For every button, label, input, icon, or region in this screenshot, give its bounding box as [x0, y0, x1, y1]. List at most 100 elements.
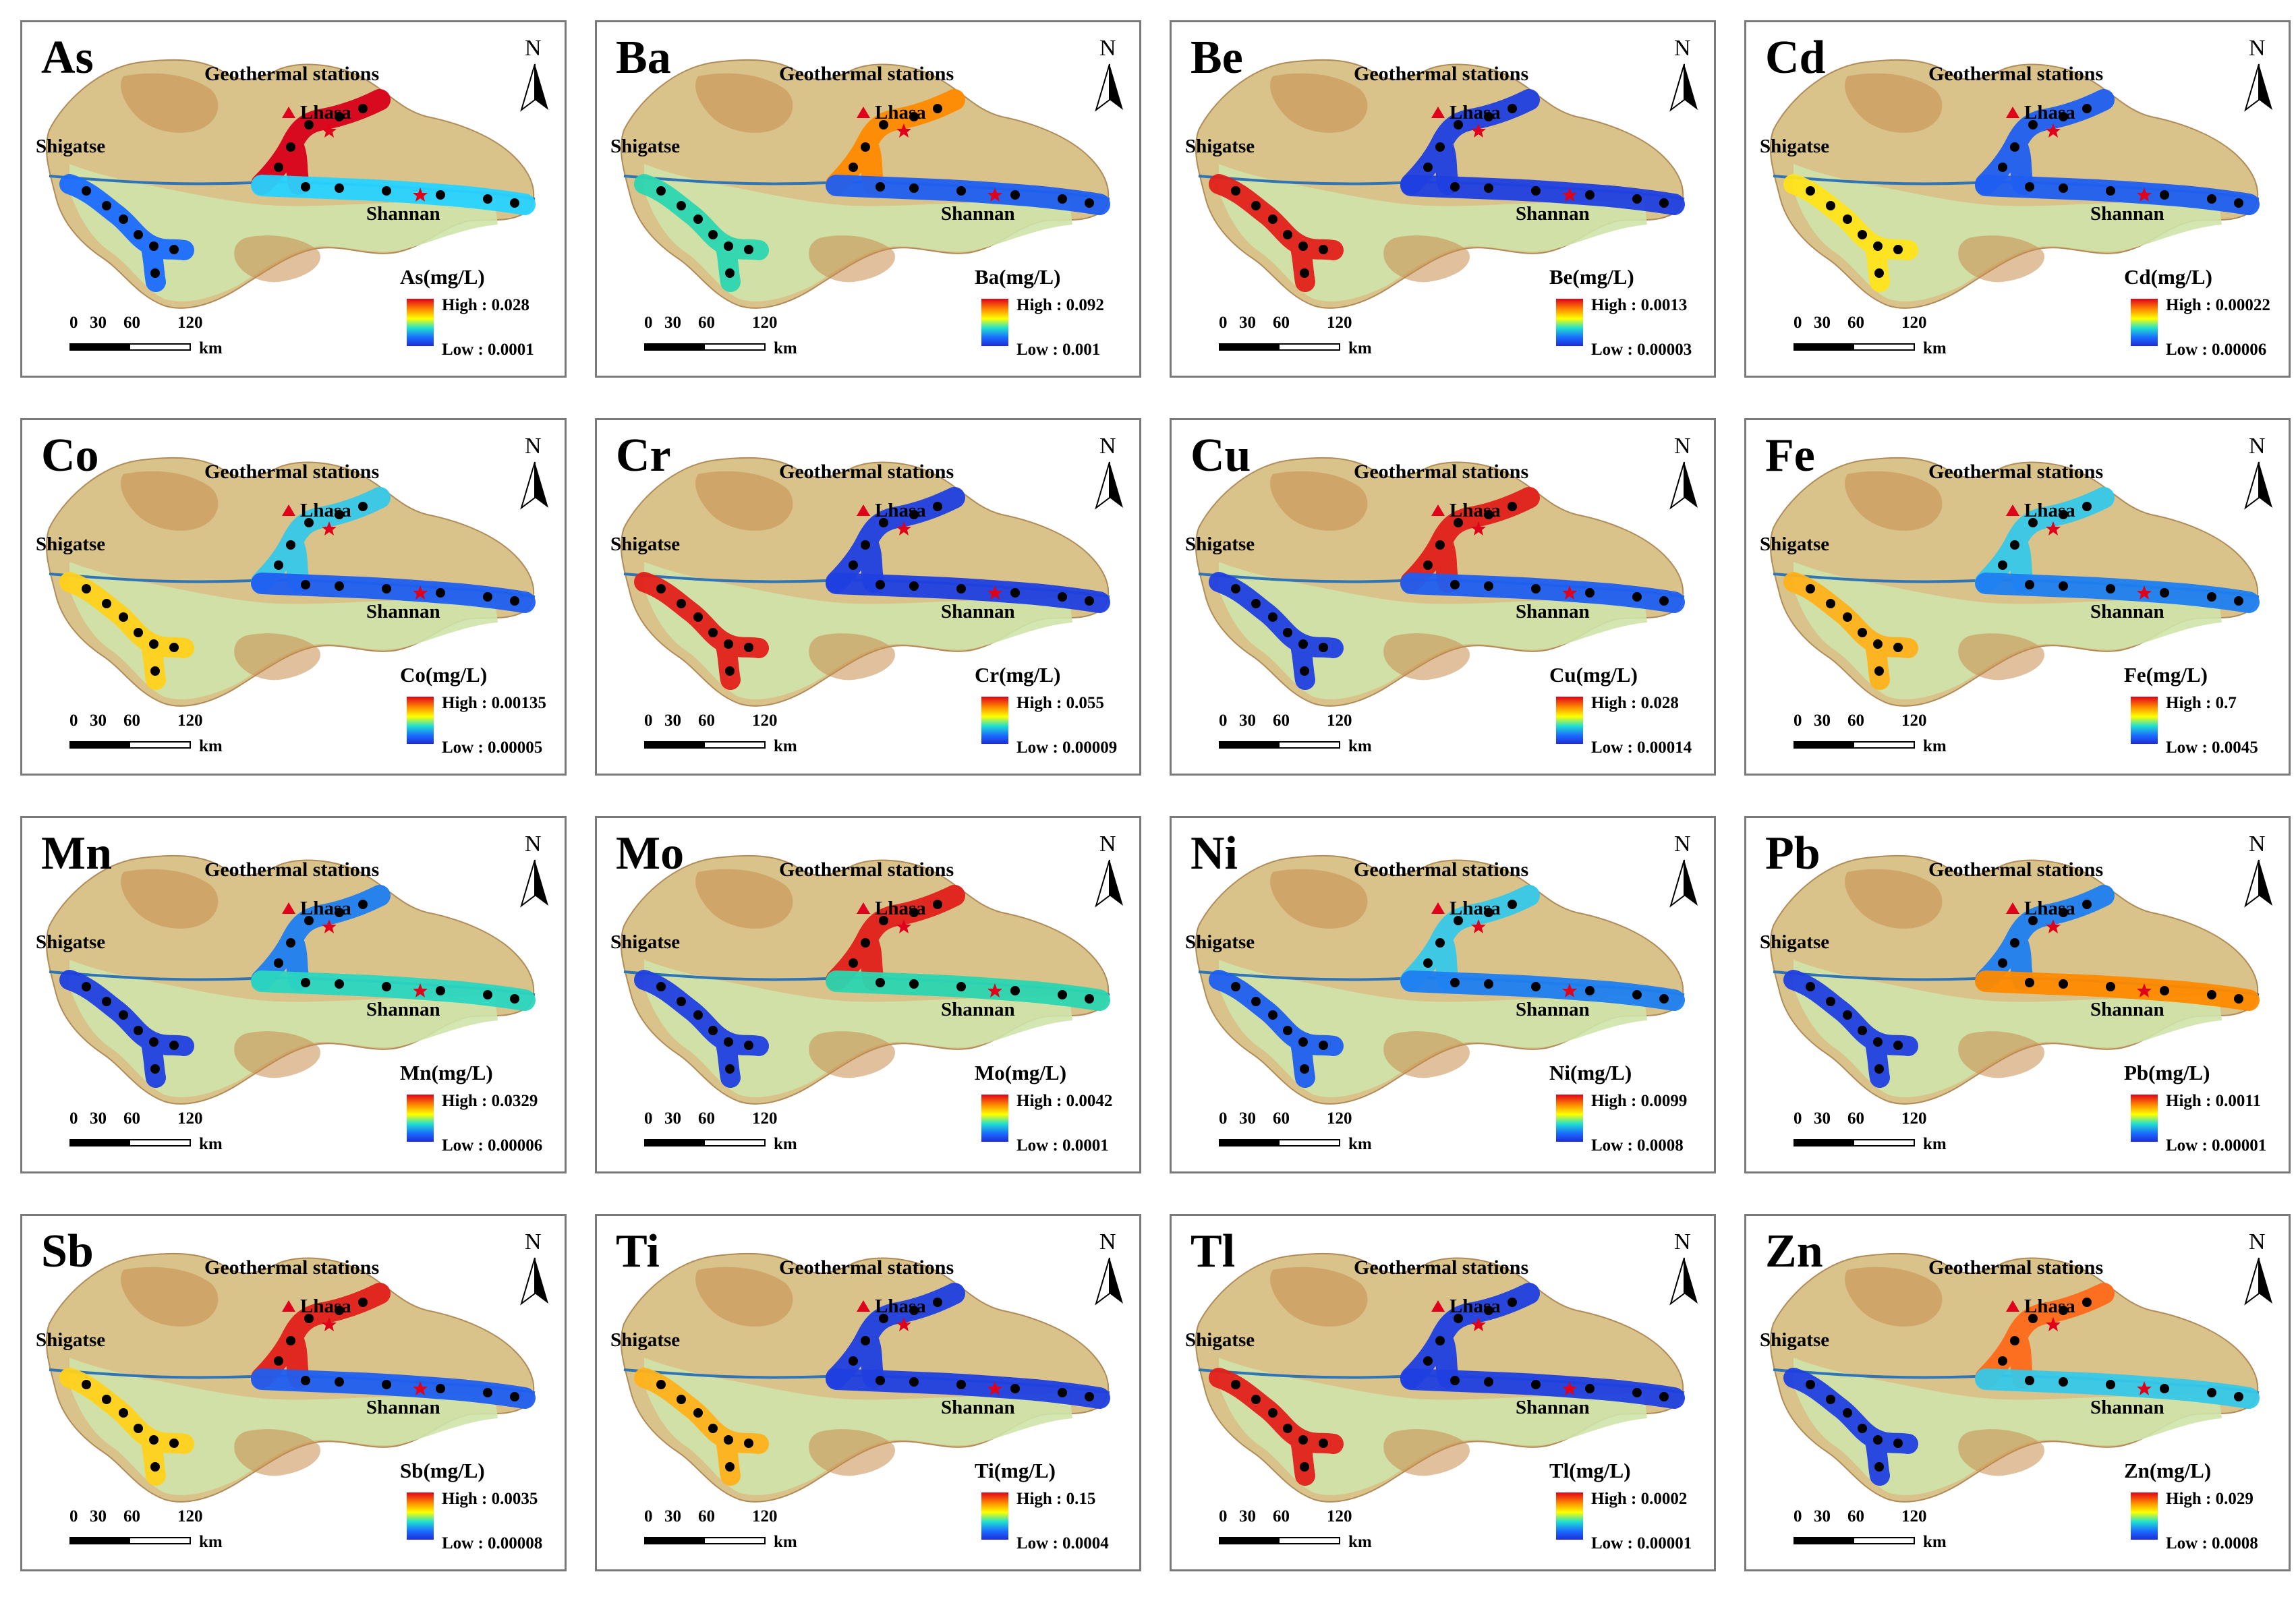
element-label: Zn [1765, 1225, 1823, 1277]
element-label: Be [1190, 32, 1243, 84]
scale-tick: 0 [1793, 712, 1802, 730]
station-point [134, 1026, 143, 1035]
station-point [879, 518, 888, 527]
legend-high: High : 0.055 [1016, 694, 1104, 712]
station-point [849, 958, 858, 968]
legend-low: Low : 0.00008 [442, 1534, 543, 1552]
station-point [2059, 112, 2068, 121]
station-marker-icon [282, 107, 295, 118]
legend-title: Mn(mg/L) [400, 1061, 493, 1084]
city-label-lhasa: Lhasa [300, 898, 351, 919]
station-point [134, 1424, 143, 1433]
station-point [149, 639, 159, 649]
scale-bar [644, 741, 766, 749]
station-point [956, 1380, 966, 1389]
city-label-shannan: Shannan [941, 203, 1015, 225]
panel-title: Geothermal stations [779, 859, 954, 881]
station-point [1632, 194, 1642, 204]
scale-tick: 30 [1814, 314, 1831, 332]
north-arrow-icon [1669, 859, 1698, 908]
city-label-shigatse: Shigatse [36, 1329, 106, 1351]
legend-color-ramp [981, 1492, 1008, 1540]
station-marker-icon [282, 1300, 295, 1312]
station-point [301, 1376, 310, 1385]
scale-tick: 120 [752, 1109, 778, 1128]
legend-title: Sb(mg/L) [400, 1459, 485, 1482]
station-point [849, 1356, 858, 1366]
scale-unit: km [199, 339, 223, 357]
scale-tick: 30 [90, 1507, 107, 1526]
scale-unit: km [1923, 737, 1947, 755]
city-label-lhasa: Lhasa [300, 500, 351, 521]
station-point [1659, 198, 1669, 208]
city-label-shigatse: Shigatse [1760, 931, 1830, 953]
north-label: N [1674, 434, 1691, 459]
city-star-icon [413, 983, 428, 997]
legend-high: High : 0.029 [2166, 1490, 2254, 1508]
station-point [2106, 186, 2115, 196]
station-point [879, 120, 888, 129]
element-label: Cd [1765, 32, 1826, 84]
station-point [134, 230, 143, 239]
legend-low: Low : 0.0001 [1016, 1136, 1109, 1155]
scale-tick: 30 [664, 712, 681, 730]
legend-title: Tl(mg/L) [1549, 1459, 1631, 1482]
station-point [849, 560, 858, 570]
station-point [335, 1306, 344, 1315]
north-label: N [525, 36, 542, 61]
city-star-icon [1562, 187, 1577, 202]
scale-tick: 60 [698, 1507, 715, 1526]
north-arrow: N [1667, 36, 1701, 117]
highland-south [1958, 235, 2044, 283]
station-point [358, 104, 368, 113]
map-panel: Mo Geothermal stations Shigatse Lhasa Sh… [595, 816, 1141, 1173]
legend-high: High : 0.028 [1591, 694, 1679, 712]
north-arrow-icon [2244, 859, 2272, 908]
station-point [909, 1306, 919, 1315]
scale-bar [1219, 343, 1340, 351]
scale-bar [1793, 343, 1915, 351]
panel-title: Geothermal stations [204, 461, 380, 483]
station-point [1632, 592, 1642, 602]
map-canvas [1195, 59, 1685, 309]
legend-low: Low : 0.0045 [2166, 738, 2258, 757]
station-point [301, 182, 310, 192]
station-point [510, 994, 519, 1004]
element-label: Sb [41, 1225, 94, 1277]
city-star-icon [896, 521, 911, 535]
city-star-icon [896, 123, 911, 138]
station-point [1632, 990, 1642, 999]
city-label-shannan: Shannan [941, 1397, 1015, 1418]
station-point [150, 1462, 160, 1472]
city-star-icon [2137, 187, 2152, 202]
station-point [1893, 1041, 1903, 1050]
panel-title: Geothermal stations [779, 1256, 954, 1279]
station-point [304, 120, 314, 129]
scale-tick: 120 [177, 1507, 203, 1526]
station-point [1268, 1010, 1278, 1020]
city-star-icon [1471, 521, 1486, 535]
station-point [744, 245, 753, 254]
station-point [2059, 908, 2068, 917]
station-point [1843, 612, 1852, 622]
city-label-shigatse: Shigatse [1185, 1329, 1255, 1351]
station-point [1531, 584, 1541, 593]
city-label-shigatse: Shigatse [1760, 533, 1830, 555]
north-label: N [1099, 36, 1116, 61]
station-point [2234, 198, 2243, 208]
scale-tick: 120 [177, 314, 203, 332]
north-arrow-icon [1095, 1257, 1123, 1306]
scale-tick: 30 [90, 314, 107, 332]
legend-low: Low : 0.0008 [2166, 1534, 2258, 1552]
station-point [2010, 1336, 2019, 1345]
station-marker-icon [857, 107, 870, 118]
city-label-lhasa: Lhasa [300, 102, 351, 123]
scale-tick: 120 [1327, 1507, 1352, 1526]
station-point [1058, 194, 1067, 204]
station-point [1531, 982, 1541, 991]
station-point [1454, 518, 1463, 527]
station-point [1283, 628, 1292, 637]
station-point [956, 584, 966, 593]
station-point [1659, 994, 1669, 1004]
station-point [1435, 1336, 1445, 1345]
